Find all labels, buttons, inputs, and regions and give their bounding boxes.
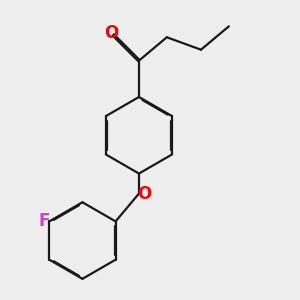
Text: O: O xyxy=(104,25,118,43)
Text: F: F xyxy=(38,212,50,230)
Text: O: O xyxy=(137,184,151,202)
